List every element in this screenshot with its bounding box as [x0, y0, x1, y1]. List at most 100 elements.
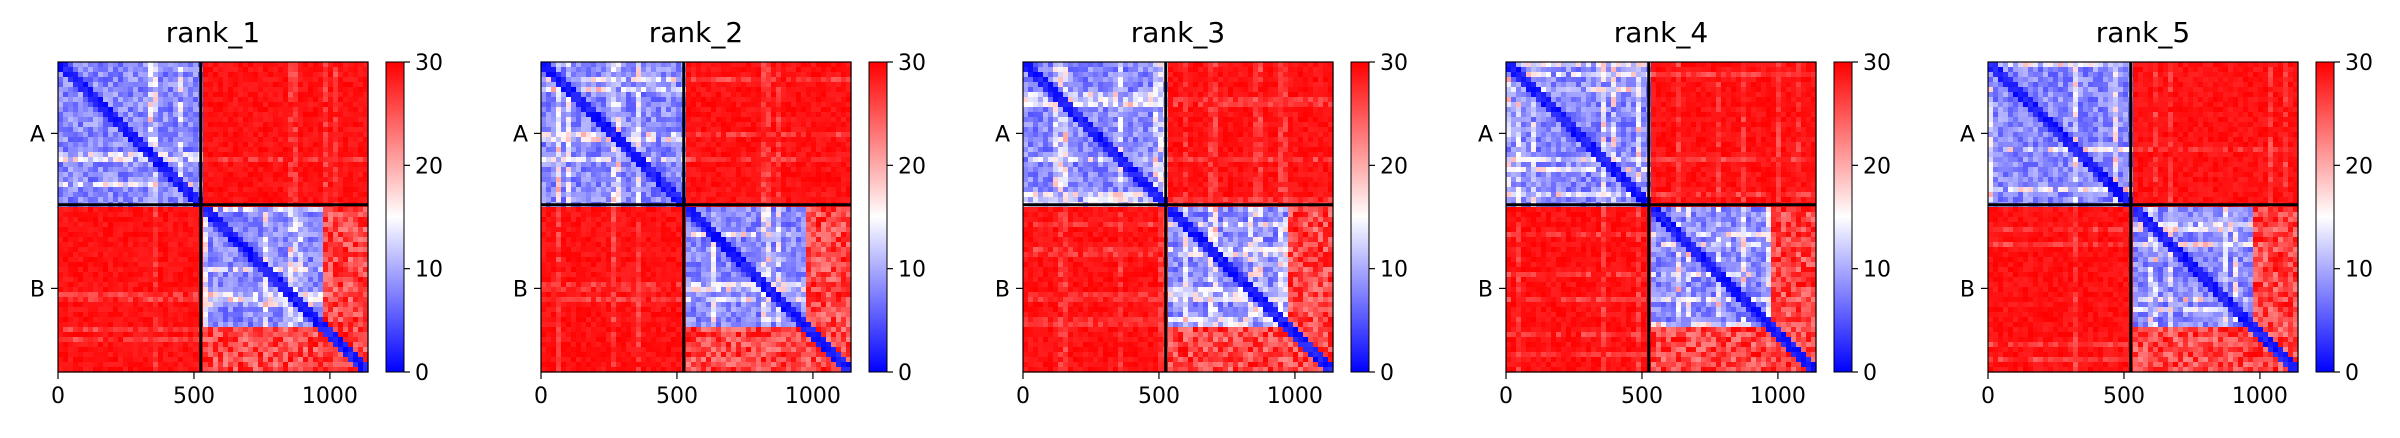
- heatmap-cell: [248, 162, 254, 168]
- heatmap-cell: [846, 117, 852, 123]
- heatmap-cell: [138, 257, 144, 263]
- heatmap-cell: [611, 127, 617, 133]
- heatmap-cell: [238, 317, 244, 323]
- heatmap-cell: [318, 92, 324, 98]
- heatmap-cell: [701, 132, 707, 138]
- heatmap-cell: [118, 322, 124, 328]
- heatmap-cell: [83, 282, 89, 288]
- heatmap-cell: [238, 262, 244, 268]
- heatmap-cell: [766, 147, 772, 153]
- heatmap-cell: [88, 342, 94, 348]
- heatmap-cell: [323, 312, 329, 318]
- heatmap-cell: [726, 67, 732, 73]
- heatmap-cell: [68, 367, 74, 373]
- heatmap-cell: [686, 97, 692, 103]
- heatmap-cell: [163, 277, 169, 283]
- heatmap-cell: [741, 67, 747, 73]
- heatmap-cell: [631, 122, 637, 128]
- heatmap-cell: [63, 237, 69, 243]
- heatmap-cell: [128, 112, 134, 118]
- heatmap-cell: [243, 167, 249, 173]
- heatmap-cell: [283, 292, 289, 298]
- heatmap-cell: [158, 247, 164, 253]
- heatmap-cell: [556, 77, 562, 83]
- heatmap-cell: [248, 137, 254, 143]
- heatmap-cell: [153, 252, 159, 258]
- heatmap-cell: [601, 112, 607, 118]
- heatmap-cell: [183, 92, 189, 98]
- heatmap-cell: [173, 307, 179, 313]
- heatmap-cell: [343, 312, 349, 318]
- heatmap-cell: [258, 97, 264, 103]
- heatmap-cell: [338, 117, 344, 123]
- heatmap-cell: [761, 137, 767, 143]
- heatmap-cell: [93, 127, 99, 133]
- heatmap-cell: [143, 232, 149, 238]
- heatmap-cell: [796, 137, 802, 143]
- heatmap-cell: [756, 112, 762, 118]
- heatmap-cell: [143, 207, 149, 213]
- heatmap-cell: [348, 182, 354, 188]
- heatmap-cell: [68, 122, 74, 128]
- heatmap-cell: [203, 282, 209, 288]
- heatmap-cell: [243, 182, 249, 188]
- heatmap-cell: [571, 62, 577, 68]
- heatmap-cell: [791, 102, 797, 108]
- heatmap-cell: [203, 197, 209, 203]
- heatmap-cell: [68, 207, 74, 213]
- heatmap-cell: [168, 197, 174, 203]
- heatmap-cell: [353, 367, 359, 373]
- heatmap-cell: [303, 212, 309, 218]
- heatmap-cell: [831, 122, 837, 128]
- heatmap-cell: [143, 337, 149, 343]
- heatmap-cell: [188, 122, 194, 128]
- heatmap-cell: [193, 362, 199, 368]
- heatmap-cell: [806, 107, 812, 113]
- heatmap-cell: [343, 327, 349, 333]
- heatmap-cell: [188, 127, 194, 133]
- heatmap-cell: [343, 242, 349, 248]
- heatmap-cell: [113, 217, 119, 223]
- heatmap-cell: [751, 112, 757, 118]
- heatmap-cell: [248, 267, 254, 273]
- heatmap-cell: [561, 77, 567, 83]
- heatmap-cell: [248, 87, 254, 93]
- heatmap-cell: [163, 327, 169, 333]
- heatmap-cell: [298, 307, 304, 313]
- heatmap-cell: [288, 132, 294, 138]
- heatmap-cell: [353, 267, 359, 273]
- heatmap-cell: [163, 367, 169, 373]
- heatmap-cell: [98, 332, 104, 338]
- heatmap-cell: [128, 272, 134, 278]
- heatmap-cell: [123, 272, 129, 278]
- heatmap-cell: [656, 87, 662, 93]
- heatmap-cell: [73, 312, 79, 318]
- heatmap-cell: [143, 212, 149, 218]
- heatmap-cell: [263, 77, 269, 83]
- heatmap-cell: [168, 62, 174, 68]
- heatmap-cell: [826, 137, 832, 143]
- heatmap-cell: [83, 102, 89, 108]
- heatmap-cell: [108, 167, 114, 173]
- heatmap-cell: [188, 67, 194, 73]
- heatmap-cell: [308, 237, 314, 243]
- heatmap-cell: [228, 362, 234, 368]
- heatmap-cell: [731, 67, 737, 73]
- heatmap-cell: [283, 237, 289, 243]
- heatmap-cell: [158, 272, 164, 278]
- heatmap-cell: [601, 102, 607, 108]
- heatmap-cell: [223, 197, 229, 203]
- heatmap-cell: [626, 77, 632, 83]
- heatmap-cell: [213, 342, 219, 348]
- heatmap-cell: [786, 92, 792, 98]
- heatmap-cell: [138, 342, 144, 348]
- heatmap-cell: [591, 92, 597, 98]
- heatmap-cell: [128, 227, 134, 233]
- heatmap-cell: [228, 197, 234, 203]
- heatmap-cell: [323, 262, 329, 268]
- heatmap-cell: [313, 267, 319, 273]
- heatmap-cell: [646, 62, 652, 68]
- heatmap-cell: [766, 117, 772, 123]
- heatmap-cell: [831, 137, 837, 143]
- heatmap-cell: [561, 147, 567, 153]
